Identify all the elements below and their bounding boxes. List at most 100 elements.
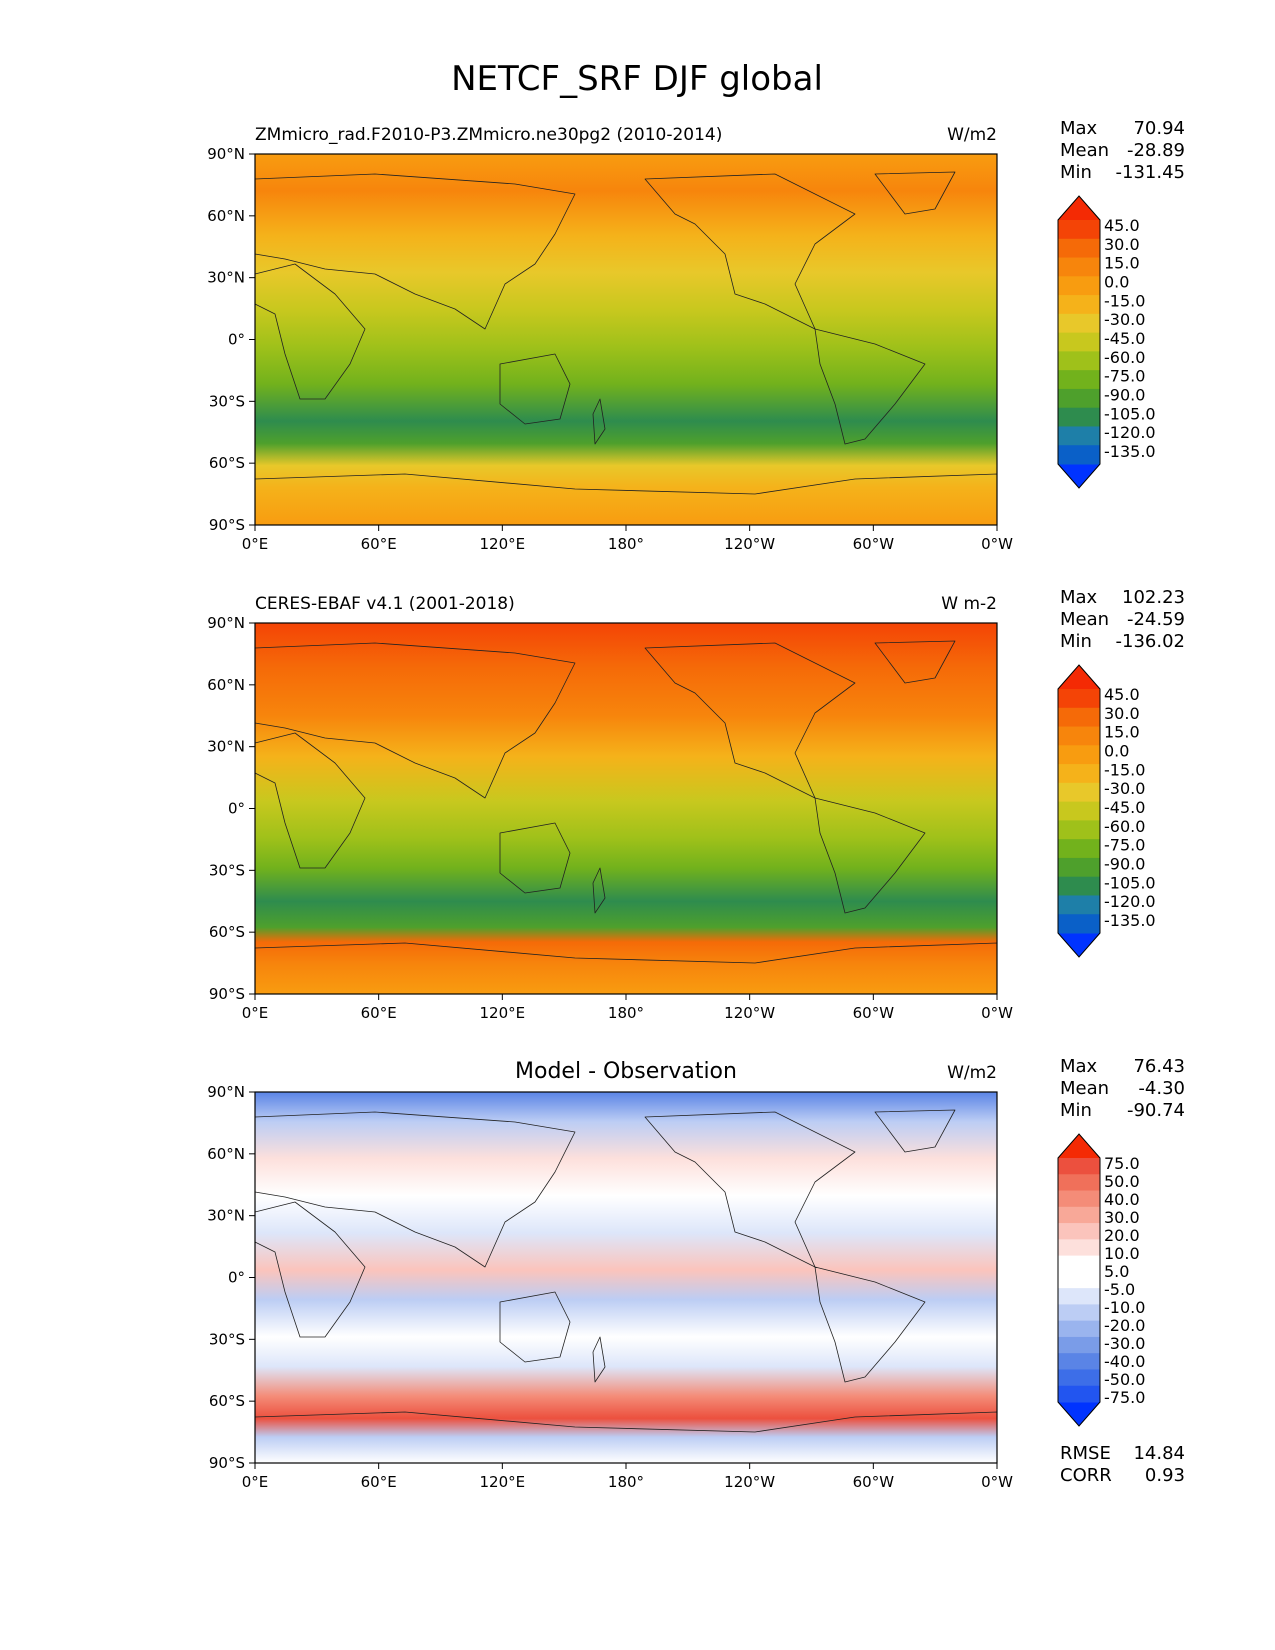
colorbar-extend-max: [1058, 1134, 1100, 1158]
lat-tick-label: 30°N: [207, 738, 245, 756]
lon-tick-label: 60°E: [361, 535, 397, 553]
colorbar-tick-label: 50.0: [1104, 1172, 1140, 1191]
colorbar-outline: [1057, 664, 1101, 958]
colorbar-tick-label: 30.0: [1104, 1208, 1140, 1227]
lon-tick-label: 120°W: [724, 1473, 775, 1491]
lat-tick-label: 90°N: [207, 1083, 245, 1101]
colorbar-segment: [1058, 745, 1100, 765]
colorbar-tick-label: 10.0: [1104, 1244, 1140, 1263]
colorbar-tick-label: 45.0: [1104, 685, 1140, 704]
lat-tick-label: 60°S: [209, 1392, 245, 1410]
coastline-0: [254, 732, 366, 869]
coastline-2: [499, 353, 571, 425]
stat-corr-label: CORR: [1060, 1465, 1112, 1486]
lon-tick-label: 0°W: [981, 535, 1013, 553]
stat-mean-label: Mean: [1060, 1078, 1109, 1099]
left-title: ZMmicro_rad.F2010-P3.ZMmicro.ne30pg2 (20…: [255, 125, 722, 145]
stat-max-value: 102.23: [1122, 587, 1185, 608]
colorbar-segment: [1058, 388, 1100, 409]
lon-tick-label: 0°E: [242, 1004, 269, 1022]
colorbar-tick-label: -75.0: [1104, 836, 1145, 855]
colorbar-tick-label: -15.0: [1104, 291, 1145, 310]
coastline-4: [644, 1111, 856, 1268]
colorbar-tick-label: -20.0: [1104, 1316, 1145, 1335]
units-label: W m-2: [941, 594, 997, 614]
coastline-2: [499, 822, 571, 894]
lon-tick-label: 180°: [608, 1473, 644, 1491]
colorbar-segment: [1058, 820, 1100, 840]
lon-tick-label: 180°: [608, 1004, 644, 1022]
panel-test: 90°N 60°N 30°N 0° 30°S 60°S 90°S 0°E 60°E 120°E 1…: [207, 118, 1185, 553]
lat-tick-label: 30°N: [207, 269, 245, 287]
colorbar-tick-label: 20.0: [1104, 1226, 1140, 1245]
stat-mean-label: Mean: [1060, 140, 1109, 161]
colorbar-segment: [1058, 1336, 1100, 1354]
lon-tick-label: 0°E: [242, 535, 269, 553]
stat-rmse-value: 14.84: [1133, 1443, 1185, 1464]
stat-rmse-label: RMSE: [1060, 1443, 1111, 1464]
coastline-1: [254, 173, 576, 330]
colorbar-segment: [1058, 801, 1100, 821]
lat-tick-label: 60°N: [207, 207, 245, 225]
colorbar-tick-label: 30.0: [1104, 235, 1140, 254]
stat-min-value: -136.02: [1116, 631, 1185, 652]
stat-max-value: 76.43: [1133, 1056, 1185, 1077]
colorbar-segment: [1058, 764, 1100, 784]
stats-block: Max 70.94 Mean -28.89 Min -131.45: [1060, 118, 1185, 183]
stat-min-value: -90.74: [1127, 1100, 1185, 1121]
lon-tick-label: 120°E: [480, 535, 526, 553]
colorbar-segment: [1058, 1271, 1100, 1289]
stat-corr-value: 0.93: [1145, 1465, 1185, 1486]
lon-tick-label: 0°E: [242, 1473, 269, 1491]
lat-axis: 90°N 60°N 30°N 0° 30°S 60°S 90°S: [207, 145, 255, 534]
colorbar-tick-label: -135.0: [1104, 911, 1156, 930]
lat-axis: 90°N 60°N 30°N 0° 30°S 60°S 90°S: [207, 614, 255, 1003]
colorbar-segment: [1058, 1288, 1100, 1305]
coastline-2: [499, 1291, 571, 1363]
colorbar-segment: [1058, 332, 1100, 352]
lat-tick-label: 90°S: [209, 985, 245, 1003]
colorbar-segment: [1058, 1174, 1100, 1192]
colorbar-tick-label: -50.0: [1104, 1370, 1145, 1389]
colorbar-segment: [1058, 276, 1100, 296]
colorbar-outline: [1057, 1133, 1101, 1427]
lat-tick-label: 60°S: [209, 454, 245, 472]
colorbar-segment: [1058, 1369, 1100, 1387]
colorbar-tick-label: -30.0: [1104, 779, 1145, 798]
colorbar-tick-label: -30.0: [1104, 310, 1145, 329]
coastline-0: [254, 263, 366, 400]
lon-axis: 0°E 60°E 120°E 180° 120°W 60°W 0°W: [242, 994, 1013, 1022]
colorbar-tick-label: -10.0: [1104, 1298, 1145, 1317]
lat-tick-label: 0°: [228, 1269, 245, 1287]
colorbar-segment: [1058, 313, 1100, 334]
colorbar-segment: [1058, 257, 1100, 277]
lat-tick-label: 60°S: [209, 923, 245, 941]
map-frame: 90°N 60°N 30°N 0° 30°S 60°S 90°S 0°E 60°E 120°E 1…: [207, 145, 1013, 553]
colorbar-segment: [1058, 1158, 1100, 1175]
lon-tick-label: 60°E: [361, 1473, 397, 1491]
skill-stats: RMSE 14.84 CORR 0.93: [1060, 1443, 1185, 1486]
colorbar-tick-label: 45.0: [1104, 216, 1140, 235]
lon-tick-label: 60°W: [853, 1004, 895, 1022]
colorbar-tick-label: 40.0: [1104, 1190, 1140, 1209]
colorbar-tick-label: -45.0: [1104, 329, 1145, 348]
lon-tick-label: 60°W: [853, 535, 895, 553]
colorbar-segment: [1058, 220, 1100, 240]
lat-tick-label: 30°S: [209, 861, 245, 879]
colorbar-tick-label: -120.0: [1104, 892, 1156, 911]
lon-tick-label: 60°W: [853, 1473, 895, 1491]
lon-tick-label: 120°E: [480, 1004, 526, 1022]
colorbar-segment: [1058, 914, 1100, 934]
coastline-3: [592, 398, 606, 445]
figure-title: NETCF_SRF DJF global: [451, 59, 823, 99]
coastline-1: [254, 1111, 576, 1268]
lon-tick-label: 120°W: [724, 1004, 775, 1022]
colorbar-extend-max: [1058, 665, 1100, 689]
colorbar-tick-label: 75.0: [1104, 1154, 1140, 1173]
colorbar-tick-label: 30.0: [1104, 704, 1140, 723]
colorbar-segment: [1058, 876, 1100, 896]
colorbar-segment: [1058, 1223, 1100, 1240]
colorbar-tick-label: -135.0: [1104, 442, 1156, 461]
colorbar-tick-label: -60.0: [1104, 348, 1145, 367]
colorbar: 45.030.015.00.0-15.0-30.0-45.0-60.0-75.0…: [1057, 195, 1156, 489]
